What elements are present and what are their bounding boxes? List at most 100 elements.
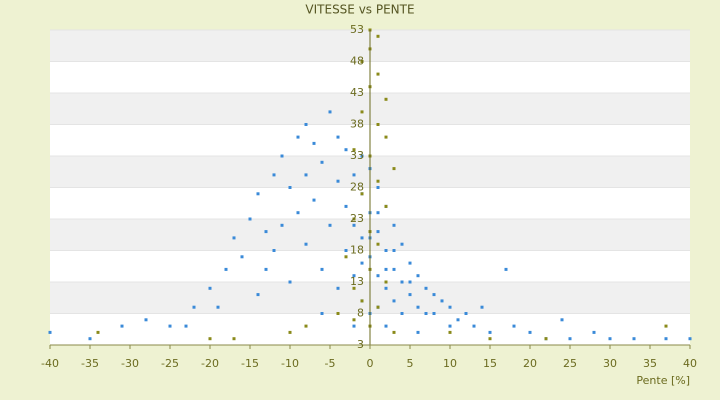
scatter-point [312, 141, 316, 145]
y-tick-label: 23 [350, 212, 364, 225]
scatter-point [352, 318, 356, 322]
scatter-point [256, 192, 260, 196]
scatter-point [568, 337, 572, 341]
scatter-point [688, 337, 692, 341]
scatter-point [472, 324, 476, 328]
scatter-point [560, 318, 564, 322]
scatter-point [376, 211, 380, 215]
y-tick-label: 18 [350, 244, 364, 257]
y-tick-label: 13 [350, 275, 364, 288]
scatter-point [376, 230, 380, 234]
scatter-point [504, 267, 508, 271]
scatter-point [96, 330, 100, 334]
scatter-point [352, 324, 356, 328]
scatter-point [384, 267, 388, 271]
y-tick-label: 8 [357, 307, 364, 320]
x-tick-label: -15 [241, 357, 259, 370]
scatter-point [384, 280, 388, 284]
scatter-point [384, 249, 388, 252]
x-tick-label: 35 [643, 357, 657, 370]
scatter-point [416, 274, 420, 278]
scatter-point [488, 330, 492, 334]
scatter-point [664, 337, 668, 341]
scatter-point [264, 267, 268, 271]
x-tick-label: -5 [325, 357, 336, 370]
scatter-point [392, 267, 396, 271]
scatter-point [288, 330, 292, 334]
x-tick-label: -25 [161, 357, 179, 370]
scatter-point [144, 318, 148, 322]
scatter-point [360, 236, 364, 240]
scatter-point [592, 330, 596, 334]
scatter-point [120, 324, 124, 328]
scatter-point [344, 148, 348, 152]
scatter-point [168, 324, 172, 328]
scatter-point [424, 312, 428, 315]
scatter-point [448, 305, 452, 309]
scatter-point [632, 337, 636, 341]
y-tick-label: 48 [350, 55, 364, 68]
scatter-point [376, 305, 380, 309]
scatter-point [336, 312, 340, 315]
scatter-point [360, 110, 364, 114]
scatter-point [408, 261, 412, 265]
scatter-point [360, 299, 364, 303]
scatter-point [184, 324, 188, 328]
scatter-point [232, 337, 236, 341]
scatter-point [528, 330, 532, 334]
scatter-point [360, 192, 364, 196]
scatter-point [352, 148, 356, 152]
x-tick-label: -10 [281, 357, 299, 370]
scatter-point [384, 286, 388, 290]
x-tick-label: 15 [483, 357, 497, 370]
scatter-point [88, 337, 92, 341]
scatter-point [544, 337, 548, 341]
scatter-point [384, 135, 388, 139]
scatter-point [416, 305, 420, 309]
scatter-point [432, 312, 436, 315]
scatter-point [48, 330, 52, 334]
scatter-point [360, 60, 364, 63]
scatter-point [240, 255, 244, 259]
scatter-point [304, 123, 308, 126]
scatter-point [448, 330, 452, 334]
y-tick-label: 3 [357, 338, 364, 351]
x-tick-label: -35 [81, 357, 99, 370]
scatter-point [352, 274, 356, 278]
scatter-point [320, 267, 324, 271]
scatter-point [376, 34, 380, 38]
scatter-point [392, 223, 396, 227]
y-tick-label: 53 [350, 23, 364, 36]
scatter-point [264, 230, 268, 234]
scatter-point [400, 312, 404, 315]
scatter-point [456, 318, 460, 322]
scatter-point [224, 267, 228, 271]
scatter-point [216, 305, 220, 309]
scatter-point [248, 217, 252, 221]
x-tick-label: -30 [121, 357, 139, 370]
x-tick-label: 0 [367, 357, 374, 370]
scatter-point [296, 135, 300, 139]
scatter-point [664, 324, 668, 328]
scatter-point [296, 211, 300, 215]
scatter-point [400, 242, 404, 246]
scatter-point [376, 242, 380, 246]
scatter-point [344, 204, 348, 208]
scatter-point [376, 123, 380, 126]
x-tick-label: 5 [407, 357, 414, 370]
scatter-point [408, 293, 412, 297]
x-tick-label: 40 [683, 357, 697, 370]
scatter-point [376, 186, 380, 189]
scatter-point [480, 305, 484, 309]
scatter-point [352, 286, 356, 290]
scatter-point [288, 186, 292, 189]
scatter-point [608, 337, 612, 341]
scatter-point [272, 173, 276, 177]
scatter-point [440, 299, 444, 303]
scatter-point [320, 312, 324, 315]
scatter-point [272, 249, 276, 252]
scatter-point [416, 330, 420, 334]
scatter-point [352, 217, 356, 221]
scatter-point [328, 110, 332, 114]
scatter-point [208, 286, 212, 290]
